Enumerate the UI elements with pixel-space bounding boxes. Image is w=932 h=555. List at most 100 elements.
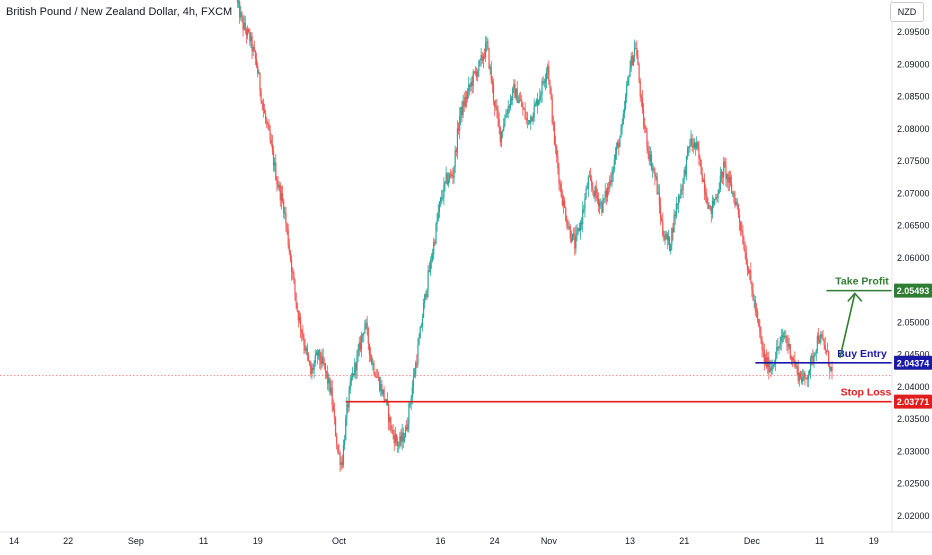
candle-body xyxy=(328,378,330,384)
candle-body xyxy=(831,366,833,372)
candle-body xyxy=(610,180,612,183)
candle-body xyxy=(303,338,305,346)
candle-body xyxy=(532,117,534,122)
candle-body xyxy=(709,205,711,207)
candle-body xyxy=(337,445,339,452)
candle-body xyxy=(344,440,346,446)
candle-body xyxy=(269,130,271,140)
candle-body xyxy=(498,119,500,127)
candle-body xyxy=(744,249,746,253)
candle-body xyxy=(661,217,663,222)
candle-body xyxy=(773,363,776,365)
candle-body xyxy=(671,228,673,245)
candle-body xyxy=(418,338,420,346)
candle-body xyxy=(829,365,831,371)
candle-body xyxy=(687,148,689,156)
candle-body xyxy=(422,303,425,318)
candle-body xyxy=(596,195,598,199)
candle-body xyxy=(283,200,285,214)
candle-body xyxy=(583,208,585,210)
candle-body xyxy=(517,101,519,103)
candle-body xyxy=(694,142,697,148)
candle-body xyxy=(734,197,736,206)
currency-selector[interactable]: NZD xyxy=(890,2,924,22)
candle-body xyxy=(650,154,653,170)
candle-body xyxy=(525,118,527,120)
candle-body xyxy=(350,377,352,382)
candle-body xyxy=(290,259,293,272)
candle-body xyxy=(779,341,781,347)
take-profit-price: 2.05493 xyxy=(897,286,930,296)
candle-body xyxy=(735,201,737,206)
candle-body xyxy=(437,211,439,221)
candle-body xyxy=(662,221,664,236)
candle-body xyxy=(315,352,317,355)
candle-body xyxy=(480,55,482,60)
candle-body xyxy=(430,260,433,262)
candle-body xyxy=(346,404,348,419)
candle-body xyxy=(275,162,277,180)
candle-body xyxy=(447,180,450,185)
candle-body xyxy=(313,363,315,370)
candle-body xyxy=(705,192,707,196)
candle-body xyxy=(399,436,401,446)
candle-body xyxy=(267,123,269,125)
candle-body xyxy=(574,236,576,249)
candle-body xyxy=(381,384,383,395)
candle-body xyxy=(242,17,244,30)
candle-body xyxy=(428,270,430,272)
candle-body xyxy=(336,435,338,446)
candle-body xyxy=(529,120,531,124)
candle-body xyxy=(251,36,253,52)
candle-body xyxy=(281,193,284,201)
candle-body xyxy=(551,98,553,123)
candle-body xyxy=(718,189,720,194)
candle-body xyxy=(822,338,824,341)
candle-body xyxy=(324,363,327,372)
candle-body xyxy=(363,333,365,335)
candle-body xyxy=(325,371,328,373)
candle-body xyxy=(761,339,763,349)
candle-body xyxy=(321,356,323,365)
candle-body xyxy=(272,150,275,166)
time-axis[interactable]: 14 22 Sep 11 19 Oct 16 24 Nov 13 21 Dec 11 19 xyxy=(9,536,879,546)
price-axis[interactable]: 2.09500 2.09000 2.08500 2.08000 2.07500 2.070… xyxy=(897,27,930,521)
candle-body xyxy=(828,351,830,366)
candle-body xyxy=(365,322,367,324)
candle-body xyxy=(353,373,355,376)
candle-body xyxy=(679,196,681,198)
candle-body xyxy=(427,270,429,290)
candle-body xyxy=(389,417,391,423)
candle-body xyxy=(584,198,586,209)
candle-body xyxy=(555,144,557,147)
candle-body xyxy=(601,202,603,213)
candle-body xyxy=(814,353,816,355)
price-tick-label: 2.02500 xyxy=(897,479,930,489)
price-tick-label: 2.03000 xyxy=(897,446,930,456)
candle-body xyxy=(770,368,772,371)
candle-body xyxy=(811,355,813,359)
candle-body xyxy=(810,358,812,371)
candle-body xyxy=(710,206,712,215)
candle-body xyxy=(280,193,283,201)
candle-body xyxy=(611,175,613,183)
candle-body xyxy=(805,378,807,380)
candle-body xyxy=(286,223,288,230)
candle-body xyxy=(382,389,384,395)
candle-body xyxy=(444,181,446,184)
candle-body xyxy=(402,432,404,442)
price-tick-label: 2.08000 xyxy=(897,124,930,134)
price-tick-label: 2.03500 xyxy=(897,414,930,424)
candle-body xyxy=(287,229,289,245)
candle-body xyxy=(645,128,647,132)
candle-body xyxy=(429,260,431,272)
candle-body xyxy=(439,197,442,202)
candle-body xyxy=(436,220,438,225)
candle-body xyxy=(657,192,659,194)
candle-body xyxy=(566,220,568,226)
candle-body xyxy=(558,168,560,184)
candle-body xyxy=(784,336,786,338)
candle-body xyxy=(460,106,462,117)
